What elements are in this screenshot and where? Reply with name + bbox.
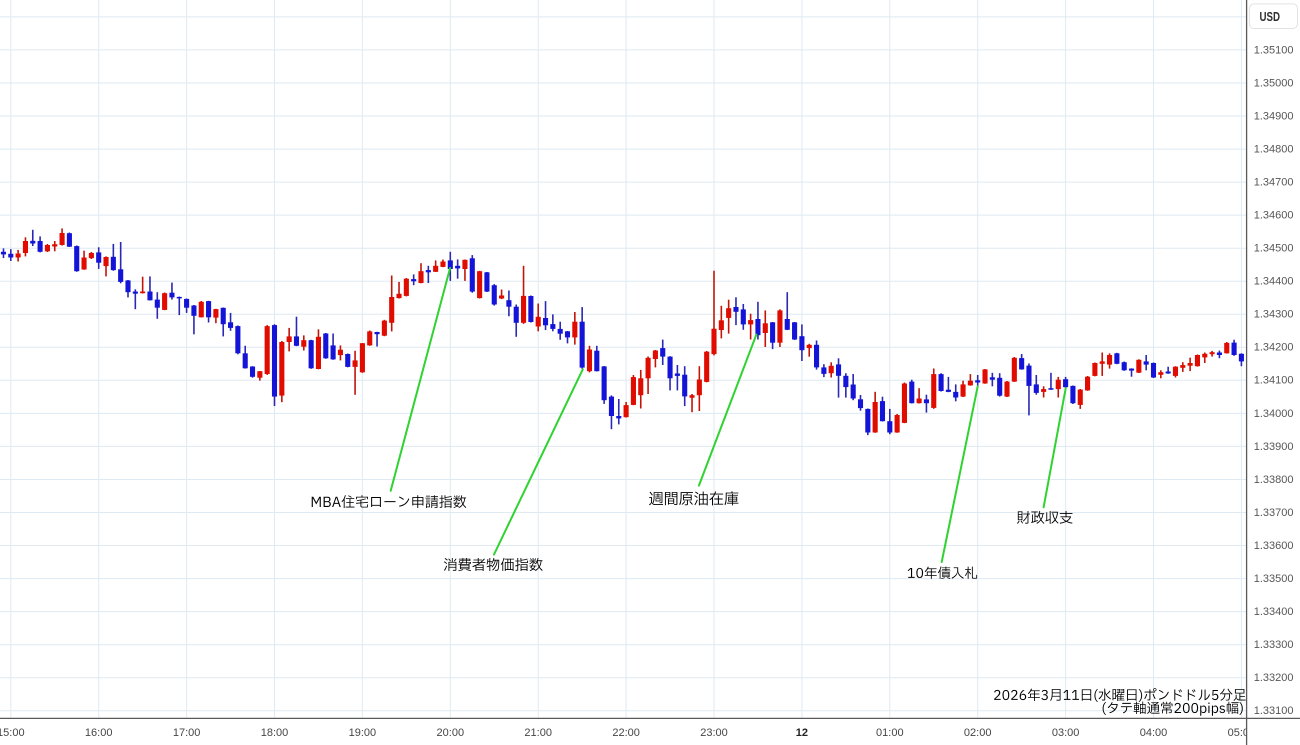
svg-text:1.33700: 1.33700: [1254, 507, 1294, 519]
svg-text:1.33300: 1.33300: [1254, 639, 1294, 651]
svg-text:16:00: 16:00: [85, 727, 113, 739]
svg-text:1.34200: 1.34200: [1254, 342, 1294, 354]
svg-text:1.33400: 1.33400: [1254, 606, 1294, 618]
svg-text:1.34100: 1.34100: [1254, 375, 1294, 387]
svg-text:02:00: 02:00: [964, 727, 992, 739]
svg-text:USD: USD: [1259, 10, 1279, 25]
svg-text:20:00: 20:00: [437, 727, 465, 739]
svg-text:1.35000: 1.35000: [1254, 77, 1294, 89]
svg-text:1.33100: 1.33100: [1254, 705, 1294, 717]
svg-text:05:00: 05:00: [1228, 727, 1256, 739]
svg-text:17:00: 17:00: [173, 727, 201, 739]
svg-text:1.33600: 1.33600: [1254, 540, 1294, 552]
svg-text:22:00: 22:00: [612, 727, 640, 739]
svg-text:1.34800: 1.34800: [1254, 144, 1294, 156]
svg-text:15:00: 15:00: [0, 727, 25, 739]
svg-text:1.35100: 1.35100: [1254, 44, 1294, 56]
svg-text:1.34400: 1.34400: [1254, 276, 1294, 288]
svg-text:1.34000: 1.34000: [1254, 408, 1294, 420]
svg-text:1.34900: 1.34900: [1254, 110, 1294, 122]
svg-text:1.33800: 1.33800: [1254, 474, 1294, 486]
svg-text:1.33900: 1.33900: [1254, 441, 1294, 453]
svg-text:01:00: 01:00: [876, 727, 904, 739]
svg-text:23:00: 23:00: [700, 727, 728, 739]
svg-text:19:00: 19:00: [349, 727, 377, 739]
svg-text:1.34700: 1.34700: [1254, 177, 1294, 189]
svg-text:1.33200: 1.33200: [1254, 672, 1294, 684]
svg-text:1.33500: 1.33500: [1254, 573, 1294, 585]
svg-text:03:00: 03:00: [1052, 727, 1080, 739]
svg-text:04:00: 04:00: [1140, 727, 1168, 739]
svg-text:18:00: 18:00: [261, 727, 289, 739]
svg-text:1.34600: 1.34600: [1254, 210, 1294, 222]
svg-text:21:00: 21:00: [524, 727, 552, 739]
svg-text:12: 12: [796, 727, 808, 739]
svg-text:1.34300: 1.34300: [1254, 309, 1294, 321]
svg-text:1.34500: 1.34500: [1254, 243, 1294, 255]
